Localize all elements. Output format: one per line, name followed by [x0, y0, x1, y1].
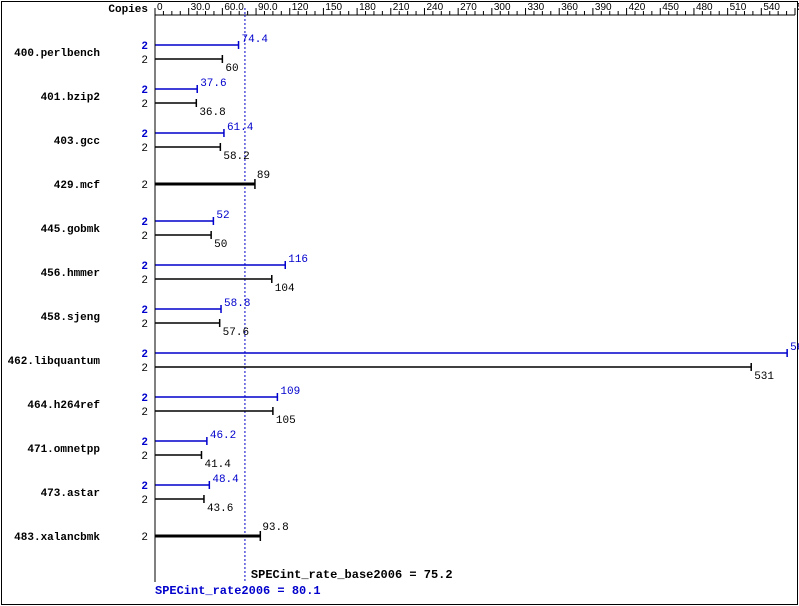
- value-peak: 52: [216, 210, 229, 222]
- value-peak: 74.4: [242, 34, 269, 46]
- value-base: 57.6: [223, 327, 249, 339]
- copies-header: Copies: [108, 4, 148, 16]
- axis-tick-label: 90.0: [258, 2, 278, 13]
- copies-base: 2: [141, 495, 148, 507]
- value-peak: 563: [790, 342, 799, 354]
- value-base: 41.4: [204, 459, 231, 471]
- copies-peak: 2: [141, 393, 148, 405]
- benchmark-label: 403.gcc: [54, 136, 100, 148]
- copies-base: 2: [141, 407, 148, 419]
- benchmark-label: 456.hmmer: [41, 268, 100, 280]
- copies-base: 2: [141, 99, 148, 111]
- value-peak: 116: [288, 254, 308, 266]
- value-base: 50: [214, 239, 227, 251]
- copies-peak: 2: [141, 129, 148, 141]
- value-label: 93.8: [262, 522, 288, 534]
- copies-base: 2: [141, 55, 148, 67]
- value-peak: 46.2: [210, 430, 236, 442]
- copies-peak: 2: [141, 41, 148, 53]
- benchmark-label: 464.h264ref: [27, 400, 100, 412]
- value-base: 60: [225, 63, 238, 75]
- copies-peak: 2: [141, 349, 148, 361]
- axis-tick-label: 30.0: [191, 2, 211, 13]
- copies-base: 2: [141, 451, 148, 463]
- value-peak: 58.8: [224, 298, 250, 310]
- benchmark-label: 401.bzip2: [41, 92, 100, 104]
- copies-peak: 2: [141, 481, 148, 493]
- copies-value: 2: [141, 180, 148, 192]
- copies-base: 2: [141, 143, 148, 155]
- summary-base: SPECint_rate_base2006 = 75.2: [251, 568, 453, 582]
- copies-peak: 2: [141, 85, 148, 97]
- summary-peak: SPECint_rate2006 = 80.1: [155, 584, 321, 598]
- benchmark-label: 400.perlbench: [14, 48, 100, 60]
- copies-peak: 2: [141, 261, 148, 273]
- spec-rate-chart: 030.060.090.0120150180210240270300330360…: [0, 0, 799, 606]
- value-base: 36.8: [199, 107, 225, 119]
- benchmark-label: 473.astar: [41, 488, 100, 500]
- benchmark-label: 458.sjeng: [41, 312, 100, 324]
- value-base: 531: [754, 371, 774, 383]
- benchmark-label: 462.libquantum: [8, 356, 101, 368]
- copies-base: 2: [141, 231, 148, 243]
- benchmark-label: 483.xalancbmk: [14, 532, 100, 544]
- copies-peak: 2: [141, 305, 148, 317]
- chart-frame: [2, 2, 798, 605]
- value-peak: 109: [280, 386, 300, 398]
- benchmark-label: 471.omnetpp: [27, 444, 100, 456]
- axis-tick-label: 0: [157, 2, 163, 13]
- copies-peak: 2: [141, 437, 148, 449]
- value-base: 105: [276, 415, 296, 427]
- value-peak: 61.4: [227, 122, 254, 134]
- copies-peak: 2: [141, 217, 148, 229]
- value-base: 43.6: [207, 503, 233, 515]
- benchmark-label: 429.mcf: [54, 180, 101, 192]
- copies-base: 2: [141, 275, 148, 287]
- axis-tick-label: 60.0: [224, 2, 244, 13]
- benchmark-label: 445.gobmk: [41, 224, 101, 236]
- value-label: 89: [257, 170, 270, 182]
- copies-base: 2: [141, 319, 148, 331]
- value-base: 104: [275, 283, 295, 295]
- value-peak: 48.4: [212, 474, 239, 486]
- value-base: 58.2: [223, 151, 249, 163]
- copies-value: 2: [141, 532, 148, 544]
- copies-base: 2: [141, 363, 148, 375]
- value-peak: 37.6: [200, 78, 226, 90]
